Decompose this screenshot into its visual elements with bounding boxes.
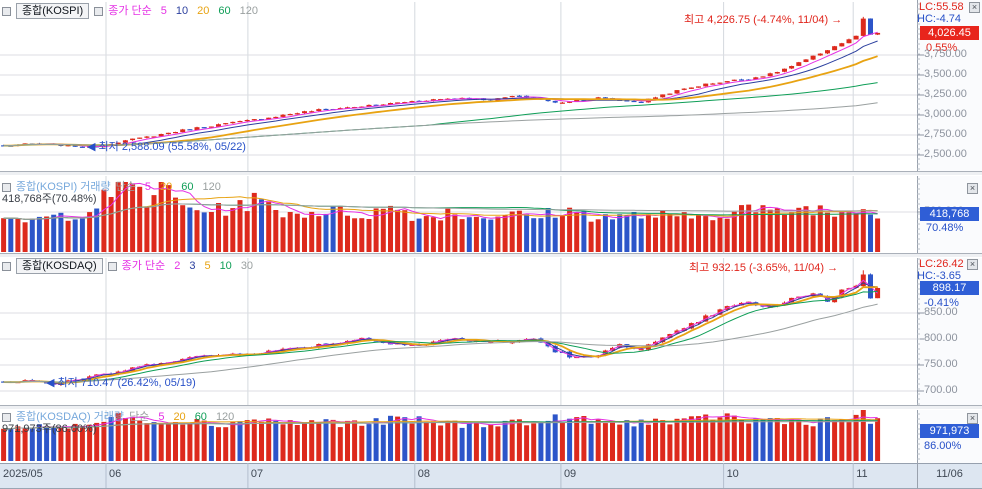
- x-axis-month-label: 08: [417, 468, 431, 480]
- high-annotation-kospi: 최고 4,226.75 (-4.74%, 11/04) →: [684, 14, 843, 26]
- legend-ma-period[interactable]: 120: [202, 181, 221, 193]
- close-panel-button[interactable]: ×: [967, 183, 978, 194]
- y-axis-tick-label: 2,750.00: [924, 128, 967, 140]
- panel-header-kospi-volume: 종합(KOSPI) 거래량 단순 5 20 60 120: [2, 181, 221, 193]
- legend-kosdaq-volume[interactable]: 단순 5 20 60 120: [129, 411, 234, 423]
- drag-handle-icon[interactable]: [2, 182, 11, 192]
- lc-value-kosdaq: LC:26.42: [919, 258, 964, 270]
- legend-kosdaq-price[interactable]: 종가 단순 2 3 5 10 30: [122, 260, 253, 272]
- y-axis-tick-label: 2,500.00: [924, 148, 967, 160]
- x-axis-end-date: 11/06: [936, 468, 963, 480]
- legend-kospi-volume[interactable]: 단순 5 20 60 120: [116, 181, 221, 193]
- legend-ma-period[interactable]: 2: [174, 260, 181, 272]
- legend-prefix: 단순: [129, 411, 150, 423]
- legend-ma-period[interactable]: 5: [204, 260, 211, 272]
- close-panel-button[interactable]: ×: [969, 2, 980, 13]
- y-axis-tick-label: 750.00: [924, 358, 958, 370]
- legend-kospi-price[interactable]: 종가 단순 5 10 20 60 120: [108, 5, 258, 17]
- legend-prefix: 종가 단순: [108, 5, 152, 17]
- series-title-kosdaq-volume[interactable]: 종합(KOSDAQ) 거래량: [16, 411, 125, 423]
- change-pct-kospi: 0.55%: [926, 42, 958, 54]
- drag-handle-icon[interactable]: [2, 6, 11, 16]
- y-axis-tick-label: 3,000.00: [924, 108, 967, 120]
- current-volume-box-kosdaq: 971,973: [920, 424, 979, 438]
- panel-divider[interactable]: [0, 171, 982, 176]
- legend-prefix: 단순: [115, 181, 136, 193]
- high-annotation-kosdaq: 최고 932.15 (-3.65%, 11/04) →: [689, 262, 839, 274]
- close-panel-button[interactable]: ×: [967, 413, 978, 424]
- drag-handle-icon[interactable]: [107, 261, 117, 271]
- right-arrow-icon: →: [827, 262, 839, 274]
- legend-ma-period[interactable]: 20: [159, 181, 173, 193]
- hc-value-kosdaq: HC:-3.65: [917, 270, 962, 282]
- x-axis-month-label: 09: [563, 468, 577, 480]
- x-axis-month-label: 11: [856, 468, 868, 480]
- panel-header-kosdaq-volume: 종합(KOSDAQ) 거래량 단순 5 20 60 120: [2, 411, 234, 423]
- legend-ma-period[interactable]: 5: [160, 5, 167, 17]
- series-title-kosdaq[interactable]: 종합(KOSDAQ): [16, 258, 103, 274]
- y-axis-tick-label: 3,500.00: [924, 68, 967, 80]
- y-axis-tick-label: 3,750.00: [924, 48, 967, 60]
- x-axis-month-label: 10: [726, 468, 739, 480]
- volume-pct-kosdaq: 86.00%: [924, 440, 962, 452]
- change-pct-kosdaq: -0.41%: [924, 297, 959, 309]
- current-volume-box-kospi: 418,768: [920, 207, 979, 221]
- hc-value-kospi: HC:-4.74: [917, 13, 962, 25]
- left-arrow-icon: ◀: [46, 377, 55, 389]
- close-panel-button[interactable]: ×: [967, 259, 978, 270]
- series-title-kospi[interactable]: 종합(KOSPI): [16, 3, 90, 19]
- panel-header-kosdaq-price: 종합(KOSDAQ) 종가 단순 2 3 5 10 30: [2, 258, 253, 274]
- drag-handle-icon[interactable]: [94, 6, 104, 16]
- volume-readout-kosdaq: 971,973주(86.00%): [2, 423, 97, 435]
- drag-handle-icon[interactable]: [2, 261, 11, 271]
- legend-ma-period[interactable]: 20: [197, 5, 210, 17]
- legend-ma-period[interactable]: 10: [219, 260, 232, 272]
- series-title-kospi-volume[interactable]: 종합(KOSPI) 거래량: [16, 181, 111, 193]
- legend-ma-period[interactable]: 5: [158, 411, 165, 423]
- legend-ma-period[interactable]: 10: [175, 5, 189, 17]
- panel-divider[interactable]: [0, 405, 982, 410]
- time-axis-strip[interactable]: [0, 463, 982, 489]
- volume-pct-kospi: 70.48%: [926, 222, 964, 234]
- panel-header-kospi-price: 종합(KOSPI) 종가 단순 5 10 20 60 120: [2, 3, 258, 19]
- current-price-box-kospi: 4,026.45: [920, 26, 979, 40]
- lc-value-kospi: LC:55.58: [919, 1, 964, 13]
- legend-ma-period[interactable]: 5: [144, 181, 151, 193]
- low-annotation-kosdaq: ◀ 최저 710.47 (26.42%, 05/19): [46, 377, 196, 389]
- legend-ma-period[interactable]: 20: [173, 411, 186, 423]
- legend-prefix: 종가 단순: [121, 260, 166, 272]
- x-axis-month-label: 06: [109, 468, 122, 480]
- y-axis-tick-label: 700.00: [924, 384, 958, 396]
- y-axis-tick-label: 3,250.00: [924, 88, 967, 100]
- legend-ma-period[interactable]: 120: [215, 411, 235, 423]
- x-axis-month-label: 07: [250, 468, 264, 480]
- legend-ma-period[interactable]: 60: [194, 411, 207, 423]
- legend-ma-period[interactable]: 120: [239, 5, 258, 17]
- current-price-box-kosdaq: 898.17: [920, 281, 979, 295]
- legend-ma-period[interactable]: 60: [218, 5, 231, 17]
- volume-readout-kospi: 418,768주(70.48%): [2, 193, 97, 205]
- left-arrow-icon: ◀: [87, 141, 96, 153]
- legend-ma-period[interactable]: 3: [189, 260, 196, 272]
- y-axis-tick-label: 850.00: [924, 306, 958, 318]
- x-axis-month-label: 2025/05: [3, 468, 43, 480]
- y-axis-tick-label: 800.00: [924, 332, 958, 344]
- drag-handle-icon[interactable]: [2, 412, 11, 422]
- legend-ma-period[interactable]: 30: [240, 260, 254, 272]
- right-arrow-icon: →: [831, 14, 843, 26]
- price-axis-column[interactable]: [917, 0, 982, 463]
- panel-divider[interactable]: [0, 253, 982, 258]
- low-annotation-kospi: ◀ 최저 2,588.09 (55.58%, 05/22): [87, 141, 246, 153]
- legend-ma-period[interactable]: 60: [181, 181, 194, 193]
